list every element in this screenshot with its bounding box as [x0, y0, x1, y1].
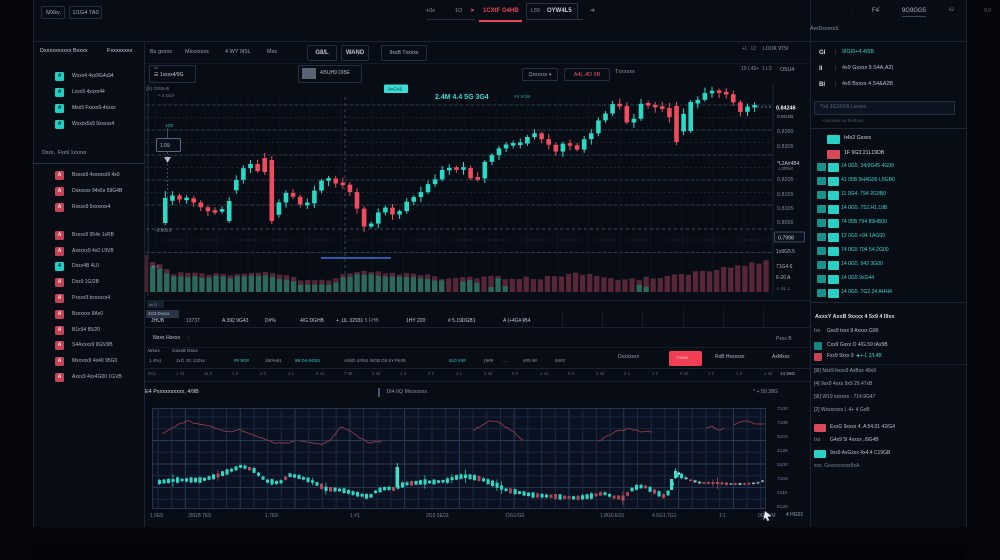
svg-text:0.8305: 0.8305	[777, 144, 794, 150]
svg-text:L.9L.L: L.9L.L	[777, 286, 791, 292]
svg-text:DG1/G0: DG1/G0	[506, 513, 525, 519]
svg-text:< 4 G0>: < 4 G0>	[158, 93, 175, 98]
svg-text:2.4M 4.4 5G 3G4: 2.4M 4.4 5G 3G4	[435, 94, 489, 101]
svg-text:#4 5GB: #4 5GB	[514, 94, 530, 100]
svg-text:9xG45: 9xG45	[388, 87, 402, 93]
svg-text:9103: 9103	[777, 434, 788, 440]
svg-text:0.8350: 0.8350	[777, 129, 794, 135]
svg-text:6-20 A: 6-20 A	[776, 275, 791, 281]
svg-text:1:1: 1:1	[719, 513, 726, 519]
svg-text:7105: 7105	[777, 420, 788, 426]
svg-text:7103: 7103	[777, 476, 788, 482]
svg-text:0.8155: 0.8155	[777, 192, 794, 198]
svg-text:4 HG01: 4 HG01	[786, 512, 803, 518]
svg-text:*L2A#4B4: *L2A#4B4	[777, 161, 800, 167]
svg-text:0.84248: 0.84248	[776, 106, 796, 112]
svg-text:1G#: 1G#	[165, 123, 174, 128]
svg-text:7100: 7100	[777, 406, 788, 412]
svg-text:71G4.6: 71G4.6	[776, 264, 793, 270]
svg-text:■ G: ■ G	[152, 264, 160, 269]
svg-text:4110: 4110	[777, 490, 788, 496]
svg-text:35GB 7E5: 35GB 7E5	[188, 513, 211, 519]
svg-text:.L2R5H: .L2R5H	[778, 166, 793, 171]
svg-text:0.7998: 0.7998	[778, 236, 794, 242]
svg-text:-0.8023: -0.8023	[155, 228, 172, 234]
svg-text:0.8105: 0.8105	[777, 206, 794, 212]
svg-text:6120: 6120	[777, 504, 788, 510]
svg-text:1 #1: 1 #1	[350, 513, 360, 519]
svg-text:4125: 4125	[777, 448, 788, 454]
svg-text:1.09: 1.09	[160, 143, 170, 149]
svg-text:(X) G/53H5: (X) G/53H5	[146, 86, 170, 91]
svg-text:1.5E5: 1.5E5	[150, 513, 163, 519]
svg-text:1x9G5.5: 1x9G5.5	[776, 249, 795, 255]
svg-text:2G3.5E03: 2G3.5E03	[426, 513, 449, 519]
svg-text:4.5G1.7G1: 4.5G1.7G1	[652, 513, 677, 519]
svg-text:0.8055: 0.8055	[777, 220, 794, 226]
svg-text:1.8G0.E03: 1.8G0.E03	[600, 513, 624, 519]
svg-text:5100: 5100	[777, 462, 788, 468]
svg-text:0.9G2B: 0.9G2B	[777, 114, 793, 120]
svg-text:0.8205: 0.8205	[777, 177, 794, 183]
svg-text:1.7E5: 1.7E5	[265, 513, 278, 519]
